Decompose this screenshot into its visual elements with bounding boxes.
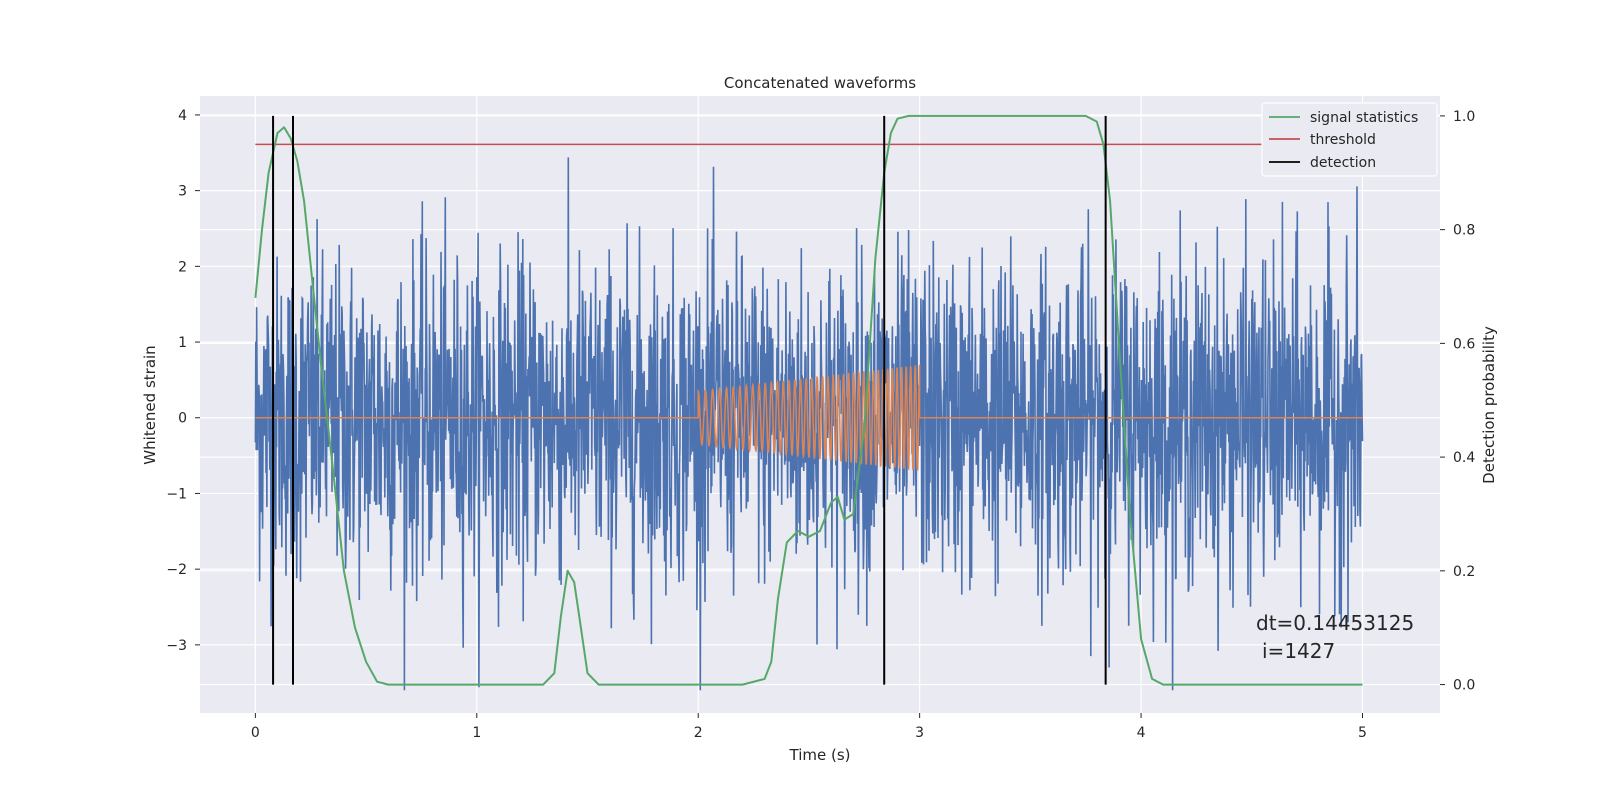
y-tick-label-right: 0.2 — [1453, 564, 1475, 580]
x-tick-label: 1 — [472, 725, 481, 741]
legend-box — [1261, 102, 1438, 177]
x-tick-label: 3 — [915, 725, 924, 741]
legend: signal statistics threshold detection — [1261, 102, 1438, 177]
y-axis-label-right: Detection probability — [1480, 326, 1498, 484]
ticks: 0 1 2 3 4 5 4 3 2 1 0 −1 −2 −3 1.0 0.8 0.6 0.4 0.2 0.0 — [166, 108, 1475, 741]
y-tick-label-left: −1 — [166, 486, 187, 502]
y-tick-label-left: 4 — [178, 108, 187, 124]
x-axis-label: Time (s) — [789, 746, 851, 764]
series-signal-statistics — [254, 114, 1363, 686]
y-tick-label-right: 0.4 — [1453, 450, 1475, 466]
legend-label-signal-statistics: signal statistics — [1310, 110, 1418, 126]
legend-label-detection: detection — [1310, 155, 1376, 171]
plot-content — [254, 114, 1364, 691]
y-tick-label-left: −2 — [166, 562, 187, 578]
x-tick-label: 2 — [694, 725, 703, 741]
x-tick-label: 4 — [1137, 725, 1146, 741]
series-whitened-strain — [254, 157, 1364, 691]
y-tick-label-left: 3 — [178, 184, 187, 200]
chart-title: Concatenated waveforms — [724, 74, 916, 92]
y-tick-label-left: 0 — [178, 411, 187, 427]
x-tick-label: 5 — [1358, 725, 1367, 741]
legend-label-threshold: threshold — [1310, 132, 1376, 148]
y-tick-label-left: −3 — [166, 638, 187, 654]
y-tick-label-left: 2 — [178, 259, 187, 275]
x-tick-label: 0 — [251, 725, 260, 741]
y-tick-label-right: 1.0 — [1453, 109, 1475, 125]
annotation-index: i=1427 — [1262, 639, 1335, 663]
y-tick-label-right: 0.8 — [1453, 223, 1475, 239]
series-template-waveform — [255, 364, 1363, 471]
y-tick-label-right: 0.0 — [1453, 678, 1475, 694]
y-tick-label-left: 1 — [178, 335, 187, 351]
annotation-dt: dt=0.14453125 — [1256, 611, 1414, 635]
y-tick-label-right: 0.6 — [1453, 336, 1475, 352]
y-axis-label-left: Whitened strain — [141, 345, 159, 464]
